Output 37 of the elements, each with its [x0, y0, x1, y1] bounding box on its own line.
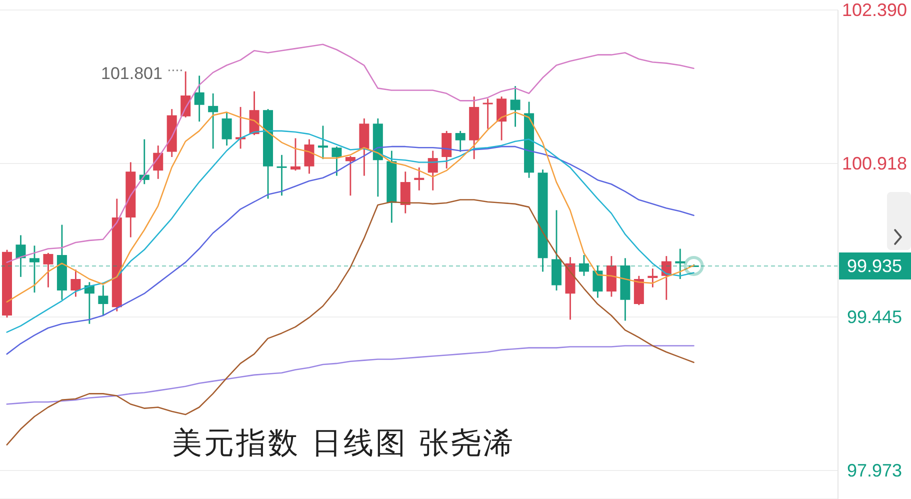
candlestick	[29, 244, 40, 294]
candlestick	[648, 268, 658, 288]
candlestick	[290, 138, 300, 172]
candlestick	[592, 264, 603, 298]
y-tick-label: 97.973	[846, 460, 902, 481]
candlestick	[304, 138, 314, 174]
candlestick	[455, 130, 466, 152]
candlestick	[496, 96, 507, 142]
candlestick	[442, 130, 452, 170]
candlestick	[400, 170, 410, 214]
candlestick	[276, 154, 287, 196]
line-series	[6, 44, 694, 263]
candlestick	[510, 85, 520, 128]
candlestick	[675, 248, 686, 280]
candlestick	[414, 166, 424, 192]
y-tick-label: 102.390	[842, 0, 908, 20]
ref-line-label: 99.935	[846, 256, 902, 276]
candlestick	[208, 92, 218, 150]
candlestick	[236, 106, 246, 150]
candlestick	[578, 254, 589, 277]
text: 美元指数 日线图 张尧浠	[172, 426, 516, 462]
candlestick	[222, 111, 232, 146]
candlestick	[70, 268, 81, 298]
line-series	[6, 130, 694, 333]
candlestick	[43, 252, 54, 288]
candlestick	[318, 125, 328, 160]
line-series	[6, 345, 694, 405]
candlestick	[332, 146, 342, 176]
candlestick	[482, 98, 493, 130]
candlestick	[345, 155, 356, 196]
candlestick	[16, 234, 26, 278]
y-tick-label: 99.445	[846, 307, 902, 328]
candlestick	[428, 150, 438, 192]
y-tick-label: 100.918	[842, 153, 908, 174]
candlestick	[98, 284, 108, 316]
candlestick	[194, 74, 204, 122]
annotation: 101.801	[101, 64, 162, 83]
